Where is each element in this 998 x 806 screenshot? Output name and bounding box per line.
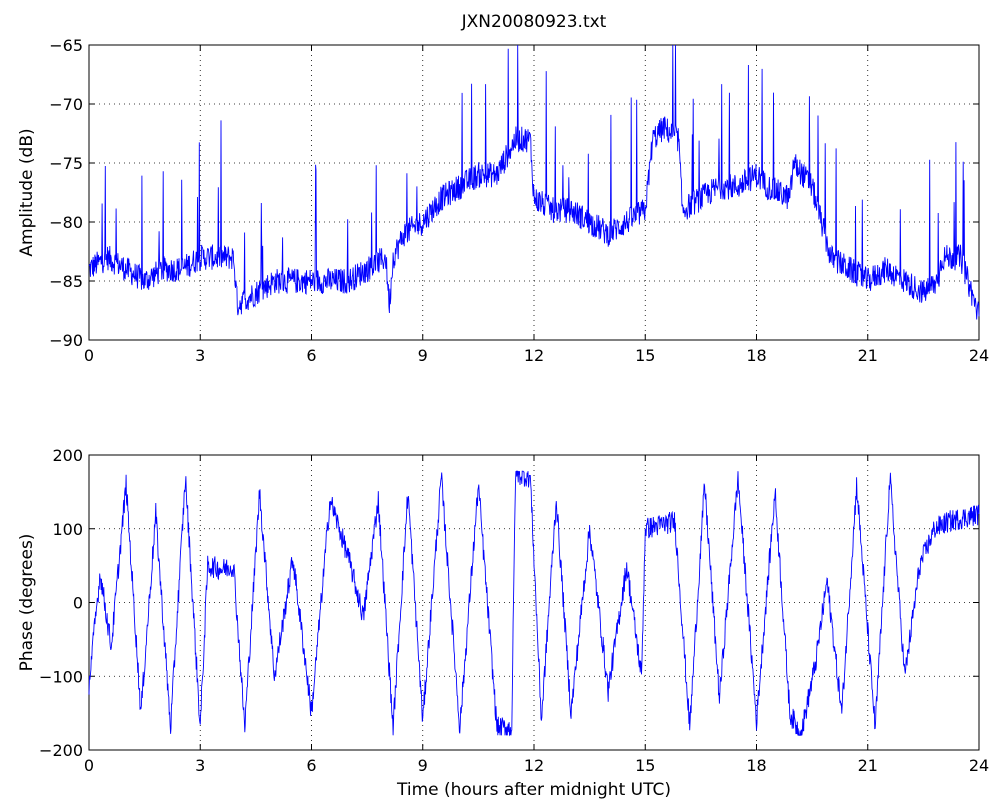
amplitude-plot: −65 −70 −75 −80 −85 −900 3 6 9 12 15 18 21 24 JXN20080… [17,12,989,365]
x-tick-label: 9 [418,346,428,365]
amplitude-series-line [88,44,980,320]
chart-title: JXN20080923.txt [461,12,607,32]
x-tick-label: 12 [524,756,544,775]
y-axis-label: Phase (degrees) [17,534,37,672]
y-tick-label: −100 [39,667,83,686]
x-tick-label: 24 [969,756,989,775]
x-tick-label: 15 [635,346,655,365]
y-tick-label: −85 [49,272,83,291]
x-tick-label: 0 [84,346,94,365]
y-tick-label: 0 [73,594,83,613]
x-axis-label: Time (hours after midnight UTC) [396,780,671,800]
y-tick-label: −200 [39,741,83,760]
x-tick-label: 6 [306,346,316,365]
y-axis-label: Amplitude (dB) [17,128,37,256]
x-tick-label: 9 [418,756,428,775]
y-tick-label: −75 [49,154,83,173]
phase-series-line [88,470,980,737]
x-tick-label: 12 [524,346,544,365]
y-tick-label: −70 [49,95,83,114]
x-tick-label: 3 [195,346,205,365]
y-tick-label: 100 [52,520,83,539]
x-tick-label: 24 [969,346,989,365]
x-tick-label: 21 [858,756,878,775]
x-tick-label: 3 [195,756,205,775]
y-tick-label: −65 [49,36,83,55]
y-tick-label: −90 [49,331,83,350]
x-tick-label: 15 [635,756,655,775]
x-tick-label: 18 [746,346,766,365]
y-tick-label: −80 [49,213,83,232]
x-tick-label: 0 [84,756,94,775]
x-tick-label: 18 [746,756,766,775]
y-tick-label: 200 [52,446,83,465]
x-tick-label: 6 [306,756,316,775]
x-tick-label: 21 [858,346,878,365]
